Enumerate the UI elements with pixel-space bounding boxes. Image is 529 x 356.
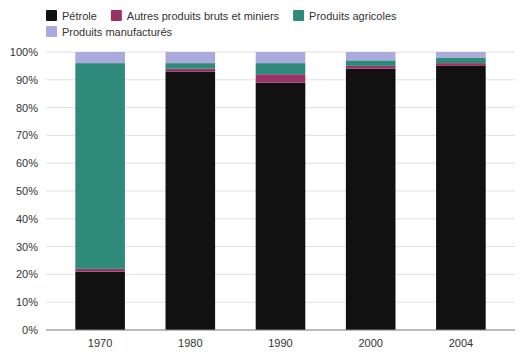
legend-label: Produits agricoles [309,10,397,22]
bar-segment [166,52,216,63]
bar-segment [256,83,306,330]
legend-swatch [111,10,122,21]
chart-container: Pétrole Autres produits bruts et miniers P… [0,0,529,356]
legend-label: Autres produits bruts et miniers [127,10,280,22]
y-tick-label: 80% [16,102,38,114]
bar-segment [436,66,486,330]
x-tick-label: 2000 [358,337,382,349]
x-tick-label: 2004 [449,337,473,349]
legend: Pétrole Autres produits bruts et miniers P… [46,10,397,38]
bar-segment [346,66,396,69]
x-tick-label: 1980 [178,337,202,349]
y-tick-label: 10% [16,296,38,308]
bar-segment [436,58,486,64]
bar-segment [166,69,216,72]
y-tick-label: 70% [16,129,38,141]
legend-item: Pétrole [46,10,97,22]
y-tick-label: 20% [16,268,38,280]
y-tick-label: 50% [16,185,38,197]
y-tick-label: 100% [10,46,38,58]
bar-segment [346,69,396,330]
bar-segment [256,63,306,74]
bars [75,52,485,330]
y-tick-label: 40% [16,213,38,225]
y-tick-label: 60% [16,157,38,169]
grid [46,52,515,330]
bar-segment [75,269,125,272]
x-axis: 1970 1980 1990 2000 2004 [46,330,515,349]
legend-swatch [46,26,57,37]
legend-item: Produits manufacturés [46,26,173,38]
legend-swatch [293,10,304,21]
x-axis-line [46,330,515,331]
y-tick-label: 0% [22,324,38,336]
legend-label: Pétrole [62,10,97,22]
bar-segment [256,52,306,63]
bar-segment [166,71,216,330]
y-tick-label: 90% [16,74,38,86]
bar-segment [436,52,486,58]
bar-segment [75,52,125,63]
legend-item: Produits agricoles [293,10,397,22]
bar-segment [346,60,396,66]
x-tick-label: 1990 [268,337,292,349]
x-tick-label: 1970 [88,337,112,349]
bar-segment [75,272,125,330]
legend-swatch [46,10,57,21]
bar-segment [436,63,486,66]
y-tick-label: 30% [16,241,38,253]
chart-svg: Pétrole Autres produits bruts et miniers P… [0,0,529,356]
grid-line [46,330,515,331]
legend-label: Produits manufacturés [62,26,173,38]
bar-segment [256,74,306,82]
y-axis: 0% 10% 20% 30% 40% 50% 60% 70% 80% 90% 100% [10,46,38,336]
legend-item: Autres produits bruts et miniers [111,10,280,22]
bar-segment [166,63,216,69]
bar-segment [75,63,125,269]
bar-segment [346,52,396,60]
